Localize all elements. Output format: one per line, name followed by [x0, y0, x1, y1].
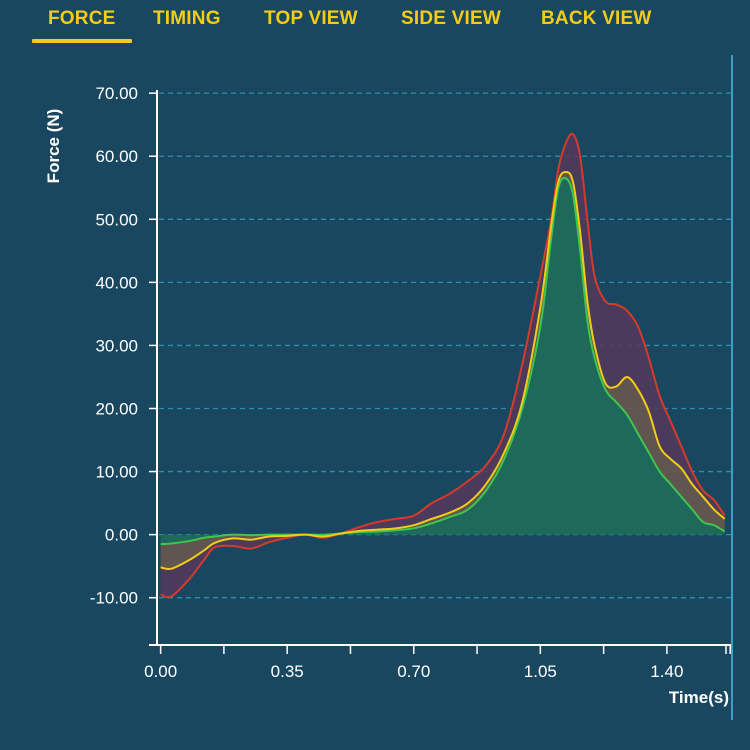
tab-side-view[interactable]: SIDE VIEW	[401, 8, 501, 29]
y-axis-title: Force (N)	[44, 109, 63, 184]
series-fills	[160, 133, 725, 598]
x-tick-label: 0.70	[397, 662, 430, 681]
tick-labels: 70.00 60.00 50.00 40.00 30.00 20.00 10.00 0.00 -…	[90, 84, 684, 681]
y-tick-label: 10.00	[95, 463, 138, 482]
yellow-series-line	[160, 170, 726, 571]
x-tick-label: 0.35	[271, 662, 304, 681]
x-axis-title: Time(s)	[669, 688, 729, 707]
y-tick-label: 20.00	[95, 399, 138, 418]
tab-top-view[interactable]: TOP VIEW	[264, 8, 358, 29]
y-tick-label: 30.00	[95, 336, 138, 355]
view-tab-bar: FORCE TIMING TOP VIEW SIDE VIEW BACK VIE…	[0, 0, 750, 50]
y-tick-label: -10.00	[90, 589, 138, 608]
green-series-line	[160, 176, 726, 546]
green-area-fill	[160, 177, 725, 545]
y-tick-label: 60.00	[95, 147, 138, 166]
x-tick-label: 1.40	[650, 662, 683, 681]
tab-timing[interactable]: TIMING	[153, 8, 221, 29]
series-lines	[160, 132, 726, 599]
tab-force[interactable]: FORCE	[32, 8, 131, 43]
red-series-line	[160, 132, 726, 599]
x-tick-label: 1.05	[524, 662, 557, 681]
y-tick-label: 50.00	[95, 210, 138, 229]
axes	[149, 55, 733, 720]
tab-back-view[interactable]: BACK VIEW	[541, 8, 652, 29]
y-tick-label: 0.00	[105, 526, 138, 545]
range-band-fill	[160, 133, 725, 598]
x-tick-label: 0.00	[144, 662, 177, 681]
y-tick-label: 70.00	[95, 84, 138, 103]
y-tick-label: 40.00	[95, 273, 138, 292]
